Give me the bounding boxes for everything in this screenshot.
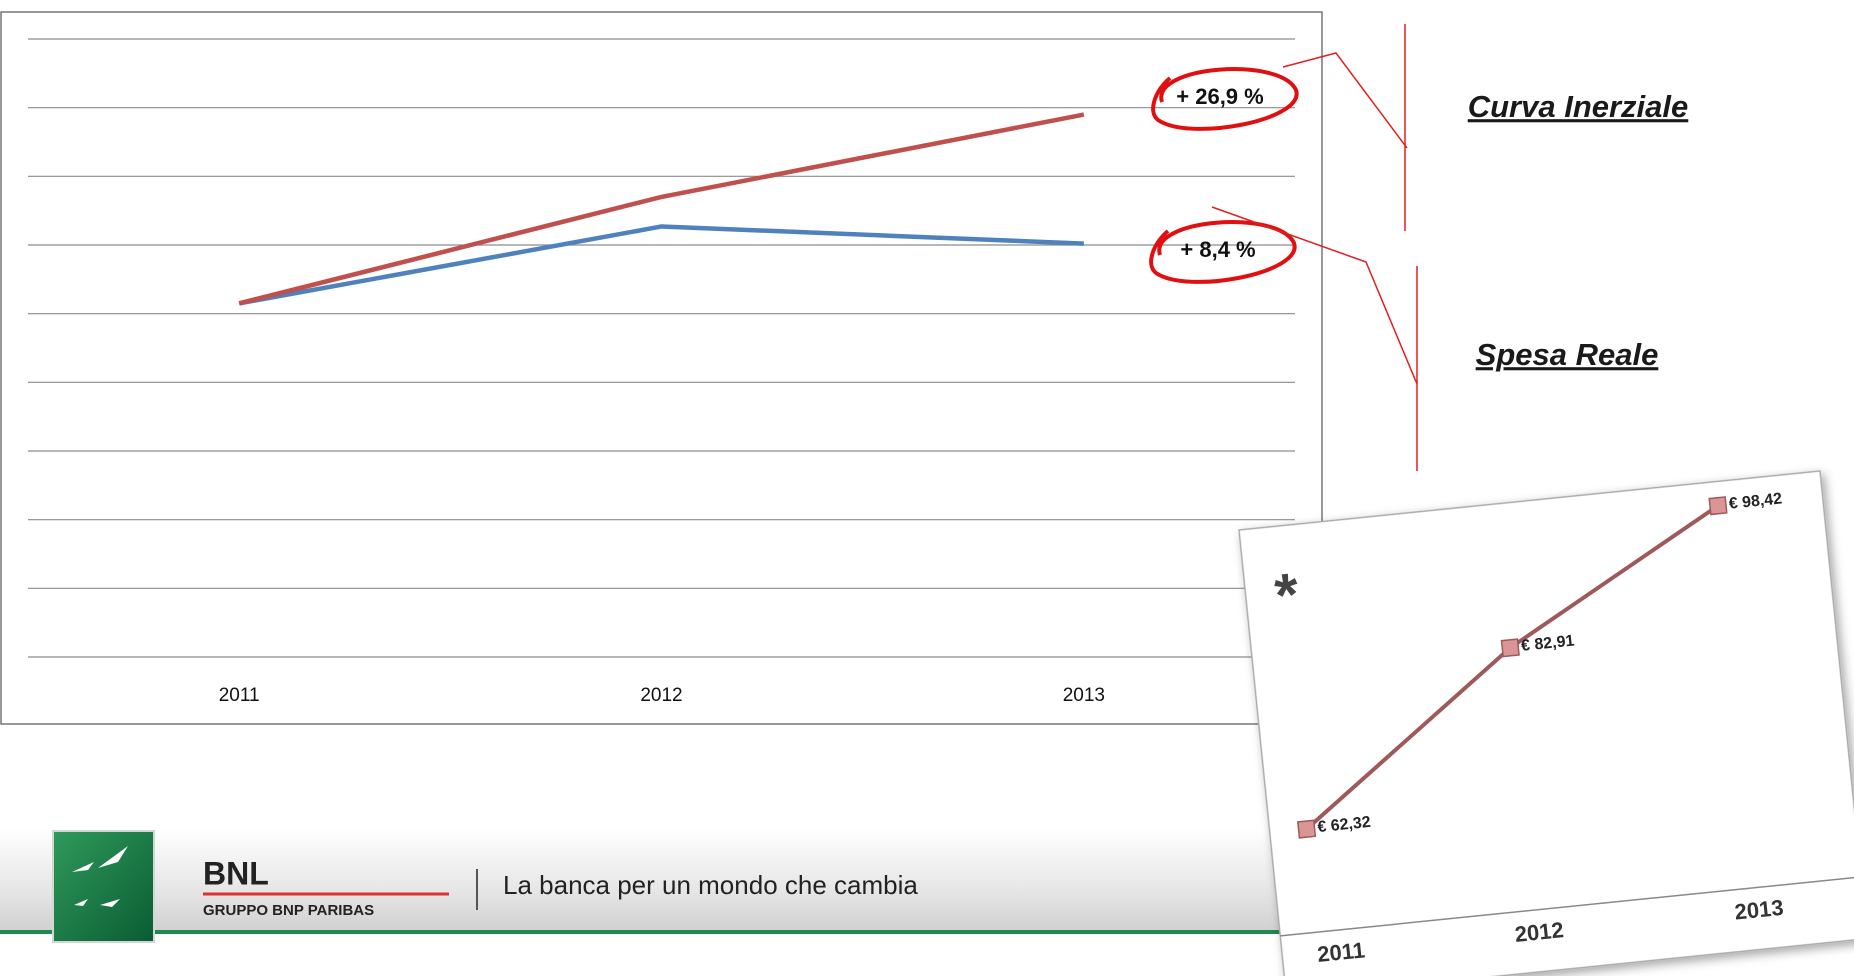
axis-line <box>1280 876 1854 937</box>
annotation-circle <box>1149 220 1297 284</box>
marker <box>1708 496 1728 516</box>
value-label: € 62,32 <box>1317 814 1372 836</box>
series-label: Curva Inerziale <box>1468 89 1689 124</box>
group: GRUPPO BNP PARIBAS <box>203 902 374 919</box>
annotation-circle <box>1151 67 1299 131</box>
marker <box>1500 638 1520 658</box>
x-tick-label: 2013 <box>1063 685 1105 706</box>
marker <box>1296 819 1317 839</box>
callout-line <box>1211 206 1418 385</box>
chart-frame <box>0 11 1323 725</box>
x-tick-label: 2012 <box>640 685 682 706</box>
series-line <box>238 224 1084 306</box>
tagline: La banca per un mondo che cambia <box>503 870 918 900</box>
callouts <box>1211 24 1418 471</box>
x-tick-label: 2013 <box>1733 895 1784 925</box>
callout-line <box>1282 52 1408 149</box>
logo <box>52 830 155 943</box>
x-tick-label: 2012 <box>1514 917 1565 947</box>
brand: BNL <box>203 855 269 891</box>
x-tick-label: 2011 <box>1316 937 1366 967</box>
logo-stars <box>72 846 128 907</box>
inset-frame <box>1238 470 1854 976</box>
main-chart: 2011 2012 2013 + 26,9 % + 8,4 % Curva Inerzia… <box>28 38 1689 706</box>
x-tick-label: 2011 <box>219 685 260 706</box>
footer-line <box>0 930 1854 934</box>
annotation: + 8,4 % <box>1180 237 1255 262</box>
series-line <box>238 112 1085 306</box>
series-label: Spesa Reale <box>1476 337 1659 372</box>
value-label: € 98,42 <box>1728 490 1783 512</box>
value-label: € 82,91 <box>1520 633 1575 655</box>
annotation: + 26,9 % <box>1176 84 1263 109</box>
